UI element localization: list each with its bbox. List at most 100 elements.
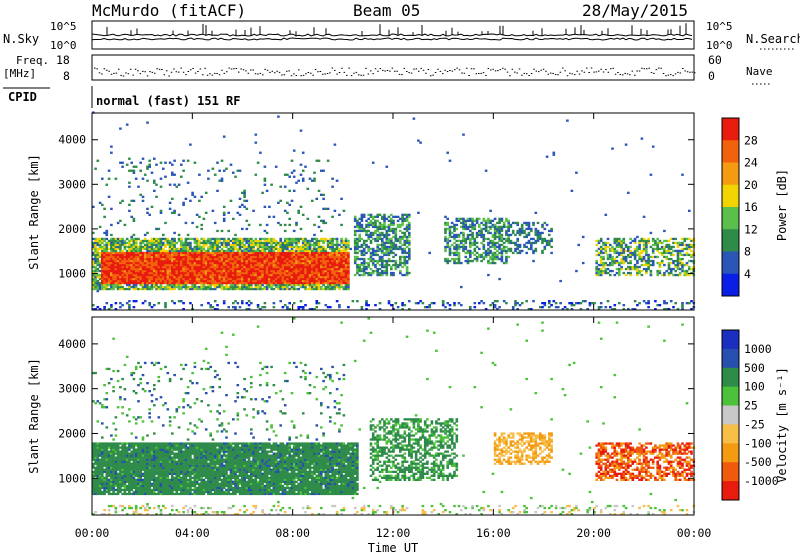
heatmap-cell xyxy=(620,265,623,269)
heatmap-cell xyxy=(96,444,100,447)
colorbar-segment xyxy=(722,229,739,252)
heatmap-cell xyxy=(448,229,452,233)
heatmap-cell xyxy=(301,247,305,251)
heatmap-cell xyxy=(622,255,626,259)
heatmap-cell xyxy=(374,219,377,222)
heatmap-cell xyxy=(378,302,382,305)
heatmap-cell xyxy=(527,241,531,245)
heatmap-cell xyxy=(171,285,174,289)
heatmap-cell xyxy=(349,247,352,251)
heatmap-cell xyxy=(550,237,553,241)
heatmap-cell xyxy=(674,265,677,269)
heatmap-cell xyxy=(322,269,325,273)
heatmap-cell xyxy=(381,241,384,245)
heatmap-cell xyxy=(446,223,449,227)
heatmap-cell xyxy=(155,241,158,245)
heatmap-cell xyxy=(107,281,111,285)
heatmap-cell xyxy=(281,277,285,281)
heatmap-cell xyxy=(308,285,312,289)
heatmap-cell xyxy=(146,251,149,255)
colorbar-tick-label: 24 xyxy=(744,156,758,170)
heatmap-cell xyxy=(94,255,97,259)
heatmap-cell xyxy=(200,283,203,287)
heatmap-cell xyxy=(581,300,585,303)
heatmap-cell xyxy=(455,239,459,243)
heatmap-cell xyxy=(649,269,653,273)
heatmap-cell xyxy=(143,287,147,291)
heatmap-cell xyxy=(362,251,366,255)
heatmap-cell xyxy=(247,273,251,277)
heatmap-cell xyxy=(180,255,183,259)
heatmap-cell xyxy=(500,249,504,253)
heatmap-cell xyxy=(324,237,328,241)
heatmap-cell xyxy=(301,253,305,257)
heatmap-cell xyxy=(119,269,122,273)
heatmap-cell xyxy=(153,251,156,255)
heatmap-cell xyxy=(444,245,447,249)
heatmap-cell xyxy=(114,302,118,305)
heatmap-cell xyxy=(457,251,461,255)
heatmap-cell xyxy=(198,287,201,291)
heatmap-cell xyxy=(611,245,614,249)
heatmap-cell xyxy=(119,265,122,269)
heatmap-cell xyxy=(455,227,459,231)
heatmap-cell xyxy=(315,241,319,245)
heatmap-cell xyxy=(342,255,346,259)
heatmap-cell xyxy=(227,239,230,243)
heatmap-cell xyxy=(299,277,303,281)
heatmap-cell xyxy=(525,227,528,231)
heatmap-cell xyxy=(105,283,109,287)
heatmap-cell xyxy=(96,458,100,461)
heatmap-cell xyxy=(649,173,653,176)
heatmap-cell xyxy=(543,245,547,249)
heatmap-cell xyxy=(272,263,276,267)
heatmap-cell xyxy=(457,257,461,261)
heatmap-cell xyxy=(166,265,170,269)
heatmap-cell xyxy=(128,255,131,259)
heatmap-cell xyxy=(130,267,133,271)
heatmap-cell xyxy=(297,267,300,271)
heatmap-cell xyxy=(313,171,316,174)
heatmap-cell xyxy=(162,285,165,289)
heatmap-cell xyxy=(335,259,339,263)
heatmap-cell xyxy=(342,273,346,277)
heatmap-cell xyxy=(514,233,517,237)
heatmap-cell xyxy=(236,251,240,255)
heatmap-cell xyxy=(331,287,334,291)
heatmap-cell xyxy=(394,265,398,269)
heatmap-cell xyxy=(200,227,203,231)
heatmap-cell xyxy=(277,277,280,281)
heatmap-cell xyxy=(618,241,621,245)
heatmap-cell xyxy=(155,247,158,251)
heatmap-cell xyxy=(597,251,601,255)
heatmap-cell xyxy=(189,263,192,267)
heatmap-cell xyxy=(166,271,170,275)
heatmap-cell xyxy=(270,237,273,241)
heatmap-cell xyxy=(444,221,447,225)
heatmap-cell xyxy=(103,259,106,263)
heatmap-cell xyxy=(651,239,655,243)
heatmap-cell xyxy=(331,271,334,275)
heatmap-cell xyxy=(204,253,208,257)
heatmap-cell xyxy=(455,223,459,227)
heatmap-cell xyxy=(195,277,199,281)
heatmap-cell xyxy=(405,273,409,277)
heatmap-cell xyxy=(552,151,556,154)
heatmap-cell xyxy=(557,306,560,309)
heatmap-cell xyxy=(308,239,312,243)
heatmap-cell xyxy=(356,245,359,249)
heatmap-cell xyxy=(164,279,167,283)
heatmap-cell xyxy=(367,217,370,220)
heatmap-cell xyxy=(207,285,210,289)
heatmap-cell xyxy=(313,263,316,267)
heatmap-cell xyxy=(613,249,617,253)
heatmap-cell xyxy=(211,255,215,259)
heatmap-cell xyxy=(92,488,95,492)
heatmap-cell xyxy=(119,257,122,261)
heatmap-cell xyxy=(96,241,100,245)
heatmap-cell xyxy=(252,267,255,271)
heatmap-cell xyxy=(92,287,95,291)
heatmap-cell xyxy=(313,285,316,289)
heatmap-cell xyxy=(520,225,524,229)
heatmap-cell xyxy=(261,259,264,263)
